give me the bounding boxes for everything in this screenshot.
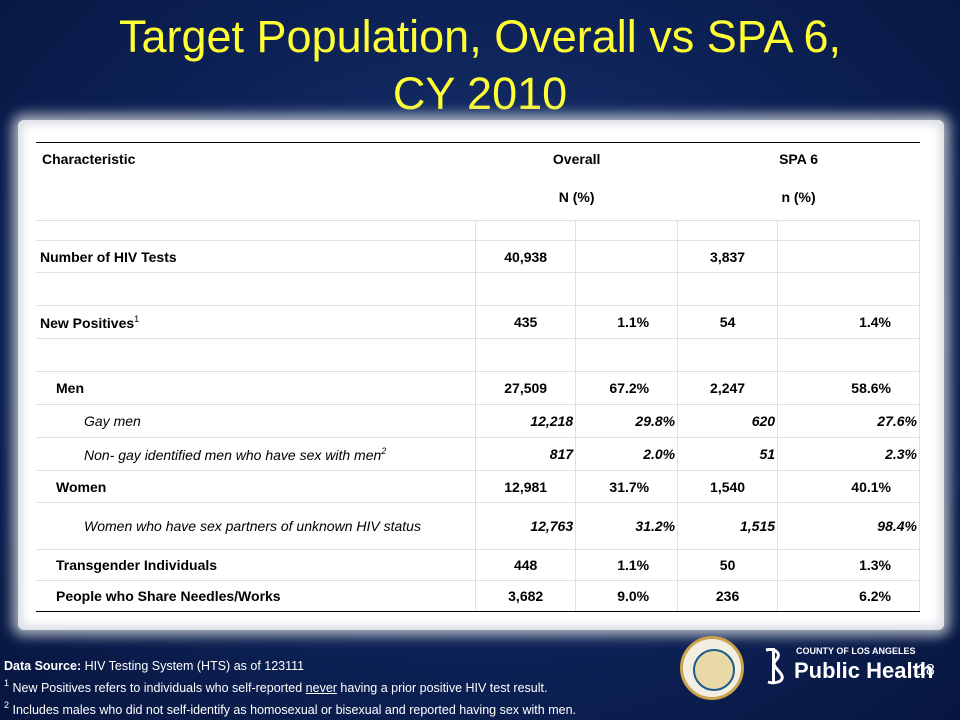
row-label: New Positives1 (36, 305, 477, 339)
row-label: Men (36, 371, 477, 405)
row-label: Transgender Individuals (36, 549, 477, 581)
header-characteristic: Characteristic (36, 142, 476, 175)
table-row: Non- gay identified men who have sex wit… (36, 437, 920, 471)
row-label: People who Share Needles/Works (36, 580, 477, 612)
header-row: Characteristic Overall SPA 6 (36, 142, 920, 175)
table-row: Transgender Individuals 448 1.1% 50 1.3% (36, 549, 920, 581)
table-row: New Positives1 435 1.1% 54 1.4% (36, 305, 920, 339)
spacer-row (36, 220, 920, 241)
row-label: Non- gay identified men who have sex wit… (36, 437, 477, 471)
table-row: Gay men 12,218 29.8% 620 27.6% (36, 404, 920, 438)
row-label: Women (36, 470, 477, 503)
footnote-1: 1 New Positives refers to individuals wh… (4, 678, 548, 695)
table-row: Women 12,981 31.7% 1,540 40.1% (36, 470, 920, 503)
footnote-2: 2 Includes males who did not self-identi… (4, 700, 576, 717)
spacer-row (36, 338, 920, 372)
data-source-note: Data Source: HIV Testing System (HTS) as… (4, 659, 305, 673)
header-sub-row: N (%) n (%) (36, 175, 920, 221)
population-table: Characteristic Overall SPA 6 N (%) n (%)… (36, 142, 920, 612)
county-seal-icon (680, 636, 744, 700)
page-number: 18 (917, 662, 935, 679)
logo-county-text: COUNTY OF LOS ANGELES (796, 646, 916, 656)
header-spa-sub: n (%) (781, 189, 816, 206)
table-row: People who Share Needles/Works 3,682 9.0… (36, 580, 920, 612)
table-row: Number of HIV Tests 40,938 3,837 (36, 240, 920, 273)
public-health-logo-icon (765, 648, 784, 685)
spacer-row (36, 272, 920, 306)
title-line-1: Target Population, Overall vs SPA 6, (118, 11, 842, 62)
header-spa: SPA 6 (677, 142, 920, 175)
row-label: Women who have sex partners of unknown H… (36, 502, 477, 550)
row-label: Number of HIV Tests (36, 240, 477, 273)
table-row: Women who have sex partners of unknown H… (36, 502, 920, 550)
logo-public-health-text: Public Health (794, 658, 934, 683)
header-overall-sub: N (%) (558, 189, 595, 206)
footnotes: Data Source: HIV Testing System (HTS) as… (4, 658, 576, 719)
row-label: Gay men (36, 404, 477, 438)
title-line-2: CY 2010 (392, 68, 568, 119)
table-row: Men 27,509 67.2% 2,247 58.6% (36, 371, 920, 405)
header-overall: Overall (475, 142, 678, 175)
slide-title: Target Population, Overall vs SPA 6, CY … (0, 8, 960, 122)
